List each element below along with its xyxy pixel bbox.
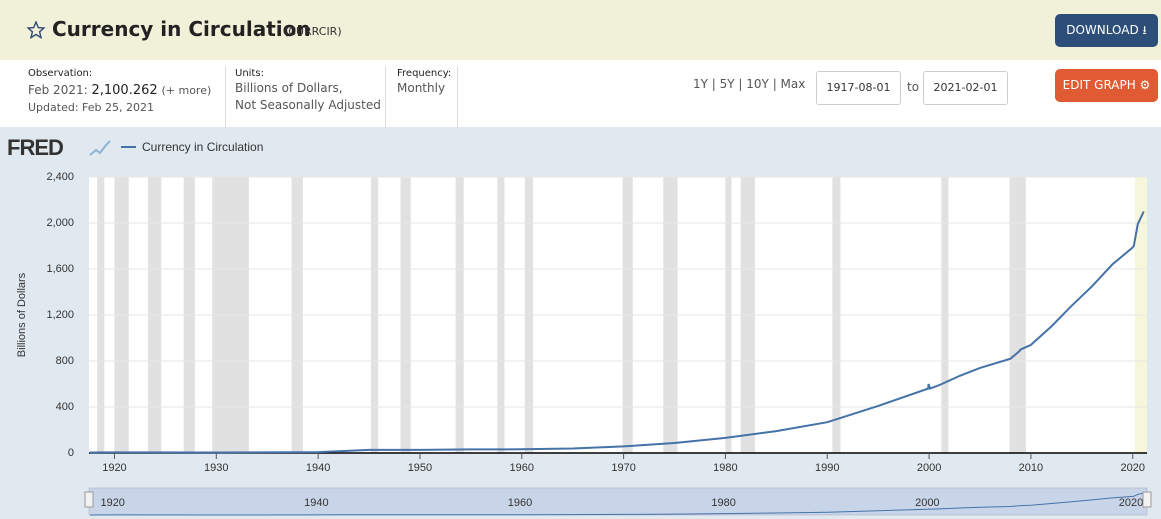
navigator-handle[interactable] (84, 491, 94, 508)
edit-graph-button[interactable]: EDIT GRAPH ⚙ (1055, 69, 1158, 102)
navigator-tick-label: 1920 (100, 497, 124, 509)
x-tick-label: 1920 (102, 462, 126, 474)
navigator (88, 487, 1148, 516)
units-line: Billions of Dollars, (235, 81, 343, 95)
logo: FRED (7, 135, 63, 160)
x-tick-label: 1970 (611, 462, 635, 474)
navigator-handle[interactable] (1142, 491, 1152, 508)
y-tick-label: 2,000 (46, 217, 74, 229)
more-link[interactable]: (+ more) (161, 84, 212, 97)
chart: 0 400 800 1,200 1,600 2,000 2,400 1920 1930 1940 1… (0, 127, 1161, 519)
x-tick-label: 1990 (815, 462, 839, 474)
y-tick-label: 1,200 (46, 309, 74, 321)
x-tick-label: 2010 (1019, 462, 1043, 474)
to-label: to (907, 80, 920, 94)
title: Currency in Circulation (52, 17, 311, 41)
x-tick-label: 1960 (510, 462, 534, 474)
navigator-tick-label: 2000 (915, 497, 939, 509)
y-tick-label: 1,600 (46, 263, 74, 275)
units-label: Units: (235, 68, 264, 79)
separator (225, 66, 226, 127)
end-date[interactable]: 2021-02-01 (923, 71, 1008, 105)
y-axis-label: Billions of Dollars (16, 272, 28, 357)
x-tick-label: 1980 (713, 462, 737, 474)
navigator-tick-label: 1940 (304, 497, 328, 509)
start-date[interactable]: 1917-08-01 (816, 71, 901, 105)
frequency: Monthly (397, 81, 446, 95)
observation: Feb 2021: 2,100.262 (+ more) (28, 83, 211, 98)
navigator-tick-label: 2020 (1119, 497, 1143, 509)
download-label: DOWNLOAD (1066, 23, 1139, 37)
x-tick-label: 1940 (306, 462, 330, 474)
range-buttons[interactable]: 1Y | 5Y | 10Y | Max (693, 77, 806, 91)
units-line: Not Seasonally Adjusted (235, 98, 381, 112)
x-tick-label: 2020 (1121, 462, 1145, 474)
x-tick-label: 2000 (917, 462, 941, 474)
observation-value: 2,100.262 (91, 83, 158, 98)
navigator-line (89, 492, 1144, 516)
star-icon[interactable] (27, 21, 45, 39)
navigator-tick-label: 1960 (508, 497, 532, 509)
observation-date: Feb 2021: (28, 83, 88, 97)
logo-icon (89, 140, 111, 156)
observation-label: Observation: (28, 68, 93, 79)
edit-label: EDIT GRAPH (1062, 78, 1136, 92)
y-tick-label: 800 (56, 355, 74, 367)
series-line (89, 211, 1145, 454)
header: Currency in Circulation (CURRCIR) DOWNLO… (0, 0, 1161, 60)
legend-label: Currency in Circulation (142, 140, 263, 154)
separator (457, 66, 458, 127)
series-id: (CURRCIR) (284, 25, 342, 38)
separator (385, 66, 386, 127)
y-tick-label: 2,400 (46, 171, 74, 183)
frequency-label: Frequency: (397, 68, 452, 79)
x-tick-label: 1930 (204, 462, 228, 474)
download-button[interactable]: DOWNLOAD ⭳ (1055, 14, 1158, 47)
navigator-tick-label: 1980 (711, 497, 735, 509)
y-tick-label: 400 (56, 401, 74, 413)
x-tick-label: 1950 (408, 462, 432, 474)
updated: Updated: Feb 25, 2021 (28, 101, 154, 114)
y-tick-label: 0 (68, 447, 74, 459)
